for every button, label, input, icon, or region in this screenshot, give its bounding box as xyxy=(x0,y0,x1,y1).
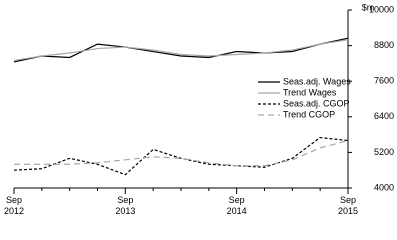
chart-svg: $m 4000 5200 6400 7600 8800 10000 Seas.adj. Wa… xyxy=(13,2,394,194)
y-tick-label: 4000 xyxy=(374,182,394,192)
y-tick-label: 10000 xyxy=(369,4,394,14)
x-tick-label: Sep 2013 xyxy=(115,195,136,216)
y-tick-label: 5200 xyxy=(374,147,394,157)
chart: $m 4000 5200 6400 7600 8800 10000 Seas.adj. Wa… xyxy=(3,2,394,216)
legend-label: Seas.adj. CGOP xyxy=(283,98,350,108)
y-tick-label: 8800 xyxy=(374,40,394,50)
series-line xyxy=(13,136,349,176)
x-tick-label: Sep 2012 xyxy=(3,195,25,216)
legend-label: Seas.adj. Wages xyxy=(283,76,351,86)
series-line xyxy=(14,139,349,167)
x-tick-label: Sep 2014 xyxy=(226,195,247,216)
y-tick-label: 7600 xyxy=(374,76,394,86)
x-tick-label: Sep 2015 xyxy=(337,195,359,216)
y-tick-label: 6400 xyxy=(374,111,394,121)
series-line xyxy=(13,37,349,63)
legend-label: Trend Wages xyxy=(283,87,337,97)
series-line xyxy=(13,39,349,62)
y-axis-unit: $m xyxy=(362,2,375,12)
legend-label: Trend CGOP xyxy=(283,109,335,119)
